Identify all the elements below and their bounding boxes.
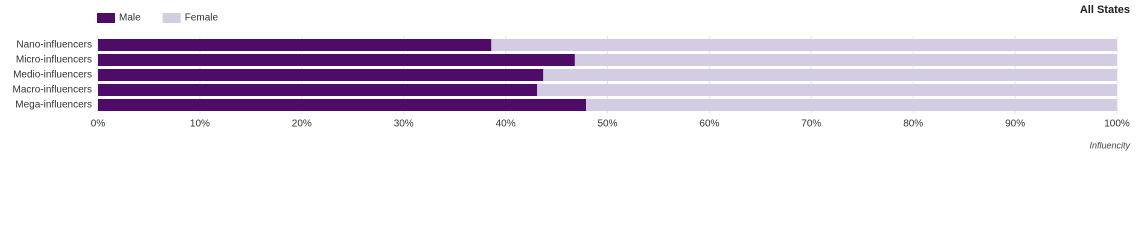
- brand-logo: Influencity: [1089, 140, 1130, 150]
- x-tick-label: 90%: [1005, 119, 1025, 130]
- x-tick-label: 50%: [597, 119, 617, 130]
- x-tick-label: 20%: [292, 119, 312, 130]
- bar-segment: [586, 99, 1117, 111]
- x-tick-label: 0%: [91, 119, 106, 130]
- y-tick-label: Nano-influencers: [16, 40, 92, 51]
- bar-segment: [574, 54, 1117, 66]
- legend-swatch: [162, 13, 181, 23]
- bar-segment: [98, 54, 575, 66]
- bar-segment: [98, 84, 538, 96]
- x-tick-label: 100%: [1104, 119, 1130, 130]
- y-tick-label: Medio-influencers: [13, 70, 92, 81]
- x-tick-label: 40%: [496, 119, 516, 130]
- bar-segment: [537, 84, 1117, 96]
- bar-segment: [98, 69, 544, 81]
- x-tick-label: 30%: [394, 119, 414, 130]
- chart-title: All States: [1080, 4, 1130, 16]
- y-tick-label: Micro-influencers: [16, 55, 92, 66]
- bar-segment: [543, 69, 1117, 81]
- bar-segment: [98, 99, 587, 111]
- legend-label: Female: [185, 13, 219, 24]
- x-tick-label: 60%: [699, 119, 719, 130]
- x-tick-label: 80%: [903, 119, 923, 130]
- bar-segment: [491, 39, 1118, 51]
- chart: All States Influencity Male Female 0% 10% 20…: [13, 4, 1131, 150]
- x-tick-label: 70%: [801, 119, 821, 130]
- legend-swatch: [97, 13, 115, 23]
- y-tick-label: Macro-influencers: [13, 85, 92, 96]
- legend-label: Male: [119, 13, 141, 24]
- x-tick-label: 10%: [190, 119, 210, 130]
- y-tick-label: Mega-influencers: [15, 100, 92, 111]
- bar-segment: [98, 39, 492, 51]
